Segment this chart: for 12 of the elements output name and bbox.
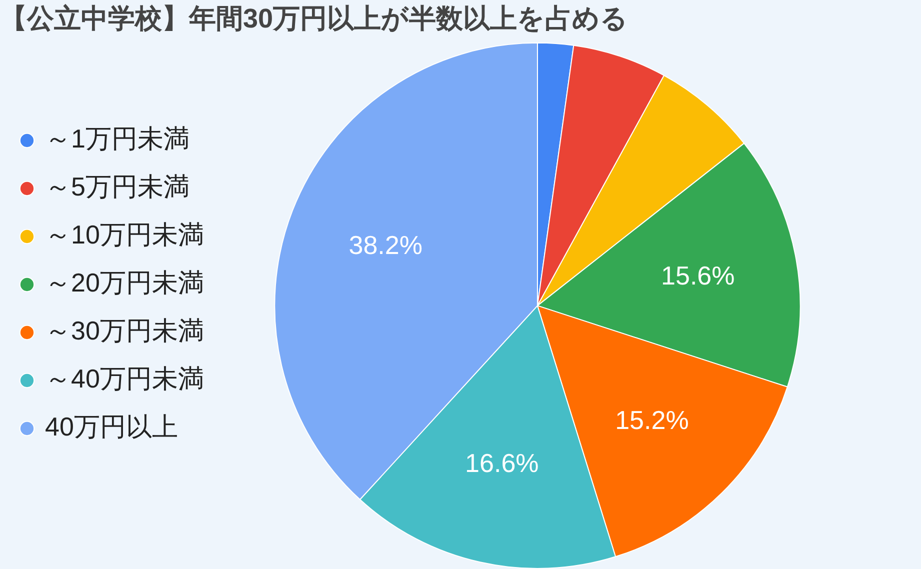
data-label: 15.6% xyxy=(661,260,735,290)
legend-label: 40万円以上 xyxy=(45,412,178,442)
data-label: 38.2% xyxy=(348,230,422,260)
legend-label: ～30万円未満 xyxy=(45,316,204,346)
chart-title: 【公立中学校】年間30万円以上が半数以上を占める xyxy=(0,4,628,34)
legend-label: ～10万円未満 xyxy=(45,220,204,250)
data-label: 15.2% xyxy=(615,404,689,435)
data-label: 16.6% xyxy=(465,448,539,478)
legend-label: ～1万円未満 xyxy=(45,124,190,154)
legend-label: ～5万円未満 xyxy=(45,172,190,202)
legend-label: ～40万円未満 xyxy=(45,364,204,394)
legend-label: ～20万円未満 xyxy=(45,268,204,298)
